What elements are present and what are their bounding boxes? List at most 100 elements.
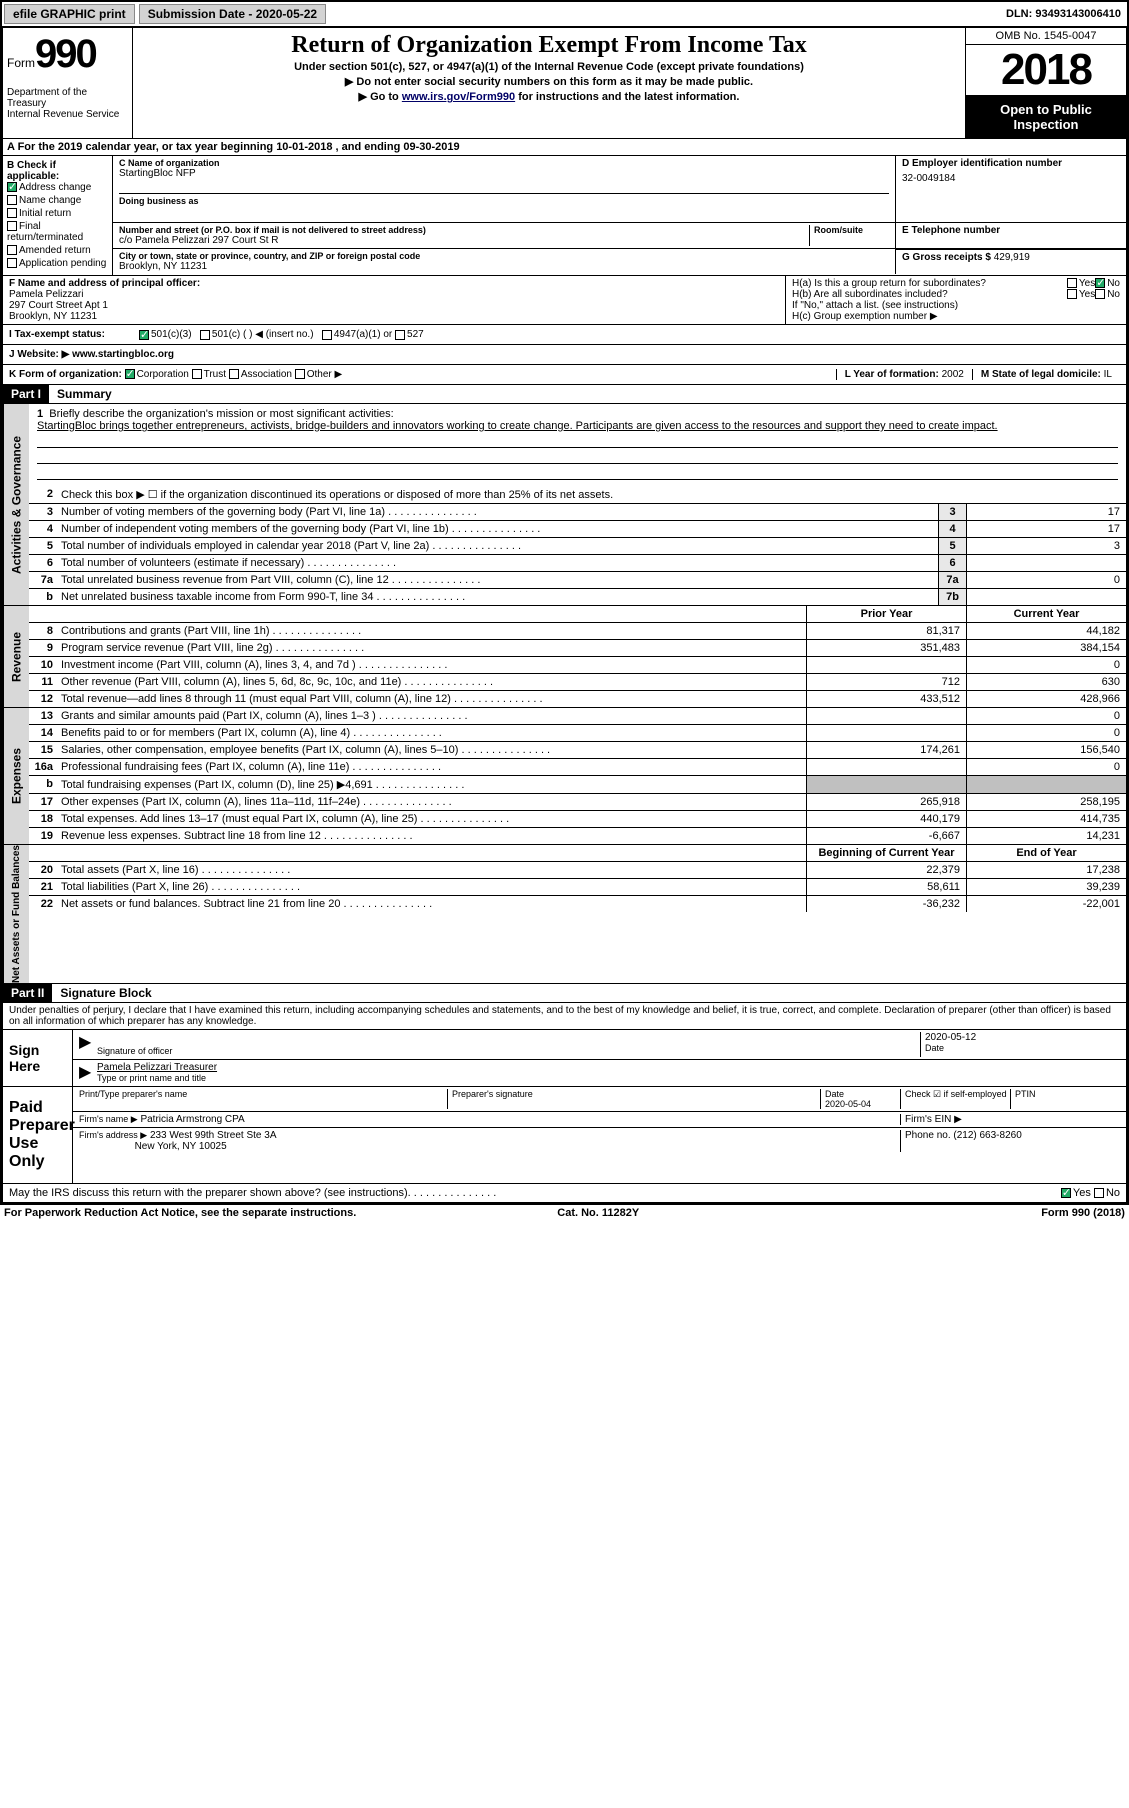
4947-label: 4947(a)(1) or [334, 329, 392, 340]
dba-value [119, 206, 889, 220]
l-box: L Year of formation: 2002 [836, 369, 972, 380]
current-year-hdr: Current Year [966, 606, 1126, 622]
501c-label: 501(c) ( ) ◀ (insert no.) [212, 329, 314, 340]
no-label: No [1106, 1187, 1120, 1199]
governance-table: 1 Briefly describe the organization's mi… [29, 404, 1126, 605]
checkbox-icon[interactable] [1095, 289, 1105, 299]
m-value: IL [1104, 369, 1112, 380]
form-number: Form990 [7, 32, 128, 77]
firm-name: Patricia Armstrong CPA [140, 1114, 244, 1125]
chk-name-change[interactable]: Name change [7, 195, 108, 206]
governance-block: Activities & Governance 1 Briefly descri… [2, 404, 1127, 606]
checkbox-icon[interactable] [125, 369, 135, 379]
phone-label: Phone no. [905, 1130, 953, 1141]
table-row: 13Grants and similar amounts paid (Part … [29, 708, 1126, 725]
chk-address-change[interactable]: Address change [7, 182, 108, 193]
sign-main: ▶ Signature of officer 2020-05-12Date ▶ … [73, 1030, 1126, 1086]
table-row: 21Total liabilities (Part X, line 26)58,… [29, 879, 1126, 896]
sidebar-revenue: Revenue [3, 606, 29, 707]
dln-label: DLN: [1006, 8, 1035, 20]
prep-sig-hdr: Preparer's signature [447, 1089, 820, 1109]
page-footer: For Paperwork Reduction Act Notice, see … [0, 1205, 1129, 1221]
paid-preparer-label: Paid Preparer Use Only [3, 1087, 73, 1183]
sign-here-label: Sign Here [3, 1030, 73, 1086]
underline [37, 466, 1118, 480]
checkbox-icon[interactable] [395, 330, 405, 340]
checkbox-icon[interactable] [1067, 278, 1077, 288]
checkbox-icon[interactable] [1067, 289, 1077, 299]
assoc-label: Association [241, 369, 292, 380]
table-row: 9Program service revenue (Part VIII, lin… [29, 640, 1126, 657]
addr-value: c/o Pamela Pelizzari 297 Court St R [119, 235, 809, 246]
table-row: 16aProfessional fundraising fees (Part I… [29, 759, 1126, 776]
chk-label: Address change [19, 182, 91, 193]
part2-header: Part II Signature Block [2, 984, 1127, 1003]
checkbox-icon[interactable] [229, 369, 239, 379]
checkbox-icon [7, 245, 17, 255]
mission-text: StartingBloc brings together entrepreneu… [37, 420, 998, 432]
firm-addr-label: Firm's address ▶ [79, 1130, 147, 1140]
hb-label: H(b) Are all subordinates included? [792, 289, 1067, 300]
checkbox-icon[interactable] [139, 330, 149, 340]
firm-addr-line: Firm's address ▶ 233 West 99th Street St… [73, 1128, 1126, 1154]
paid-preparer: Paid Preparer Use Only Print/Type prepar… [3, 1086, 1126, 1183]
netassets-table: Beginning of Current YearEnd of Year 20T… [29, 845, 1126, 983]
return-title: Return of Organization Exempt From Incom… [137, 32, 961, 59]
checkbox-icon[interactable] [1061, 1188, 1071, 1198]
penalties-text: Under penalties of perjury, I declare th… [3, 1003, 1126, 1029]
table-row: bNet unrelated business taxable income f… [29, 589, 1126, 605]
table-row: 3Number of voting members of the governi… [29, 504, 1126, 521]
header-center: Return of Organization Exempt From Incom… [133, 28, 966, 138]
firm-phone: (212) 663-8260 [953, 1130, 1021, 1141]
submission-date-button[interactable]: Submission Date - 2020-05-22 [139, 4, 326, 24]
sidebar-netassets: Net Assets or Fund Balances [3, 845, 29, 983]
checkbox-icon [7, 221, 17, 231]
efile-print-button[interactable]: efile GRAPHIC print [4, 4, 135, 24]
city-box: City or town, state or province, country… [113, 249, 896, 274]
website-value: www.startingbloc.org [69, 349, 174, 360]
chk-app-pending[interactable]: Application pending [7, 258, 108, 269]
header: Form990 Department of the Treasury Inter… [2, 27, 1127, 139]
no-label: No [1107, 289, 1120, 300]
chk-label: Initial return [19, 208, 71, 219]
revenue-block: Revenue Prior YearCurrent Year 8Contribu… [2, 606, 1127, 708]
checkbox-icon[interactable] [1095, 278, 1105, 288]
goto-post: for instructions and the latest informat… [515, 91, 739, 103]
chk-amended[interactable]: Amended return [7, 245, 108, 256]
corp-label: Corporation [137, 369, 189, 380]
tax-year: 2018 [966, 45, 1126, 96]
underline [37, 450, 1118, 464]
prep-date: 2020-05-04 [825, 1099, 871, 1109]
m-box: M State of legal domicile: IL [972, 369, 1120, 380]
date-label: Date [925, 1043, 944, 1053]
line2: 2Check this box ▶ ☐ if the organization … [29, 486, 1126, 504]
checkbox-icon[interactable] [1094, 1188, 1104, 1198]
table-row: 11Other revenue (Part VIII, column (A), … [29, 674, 1126, 691]
checkbox-icon[interactable] [200, 330, 210, 340]
header-left: Form990 Department of the Treasury Inter… [3, 28, 133, 138]
checkbox-icon [7, 195, 17, 205]
ha-label: H(a) Is this a group return for subordin… [792, 278, 1067, 289]
org-name-box: C Name of organization StartingBloc NFP … [113, 156, 896, 223]
k-label: K Form of organization: [9, 369, 122, 380]
sig-label: Signature of officer [97, 1046, 172, 1056]
table-row: 14Benefits paid to or for members (Part … [29, 725, 1126, 742]
j-label: J Website: ▶ [9, 349, 69, 360]
checkbox-icon[interactable] [295, 369, 305, 379]
gross-label: G Gross receipts $ [902, 252, 994, 263]
form990-link[interactable]: www.irs.gov/Form990 [402, 91, 515, 103]
line-a: A For the 2019 calendar year, or tax yea… [2, 139, 1127, 156]
chk-initial-return[interactable]: Initial return [7, 208, 108, 219]
chk-final-return[interactable]: Final return/terminated [7, 221, 108, 243]
checkbox-icon[interactable] [322, 330, 332, 340]
subhead-3: ▶ Go to www.irs.gov/Form990 for instruct… [137, 90, 961, 103]
table-row: 19Revenue less expenses. Subtract line 1… [29, 828, 1126, 844]
phone-label: E Telephone number [902, 225, 1120, 236]
department: Department of the Treasury Internal Reve… [7, 87, 128, 120]
other-label: Other ▶ [307, 369, 342, 380]
h-note: If "No," attach a list. (see instruction… [792, 300, 1120, 311]
end-year-hdr: End of Year [966, 845, 1126, 861]
table-row: bTotal fundraising expenses (Part IX, co… [29, 776, 1126, 794]
ptin-hdr: PTIN [1010, 1089, 1120, 1109]
checkbox-icon[interactable] [192, 369, 202, 379]
